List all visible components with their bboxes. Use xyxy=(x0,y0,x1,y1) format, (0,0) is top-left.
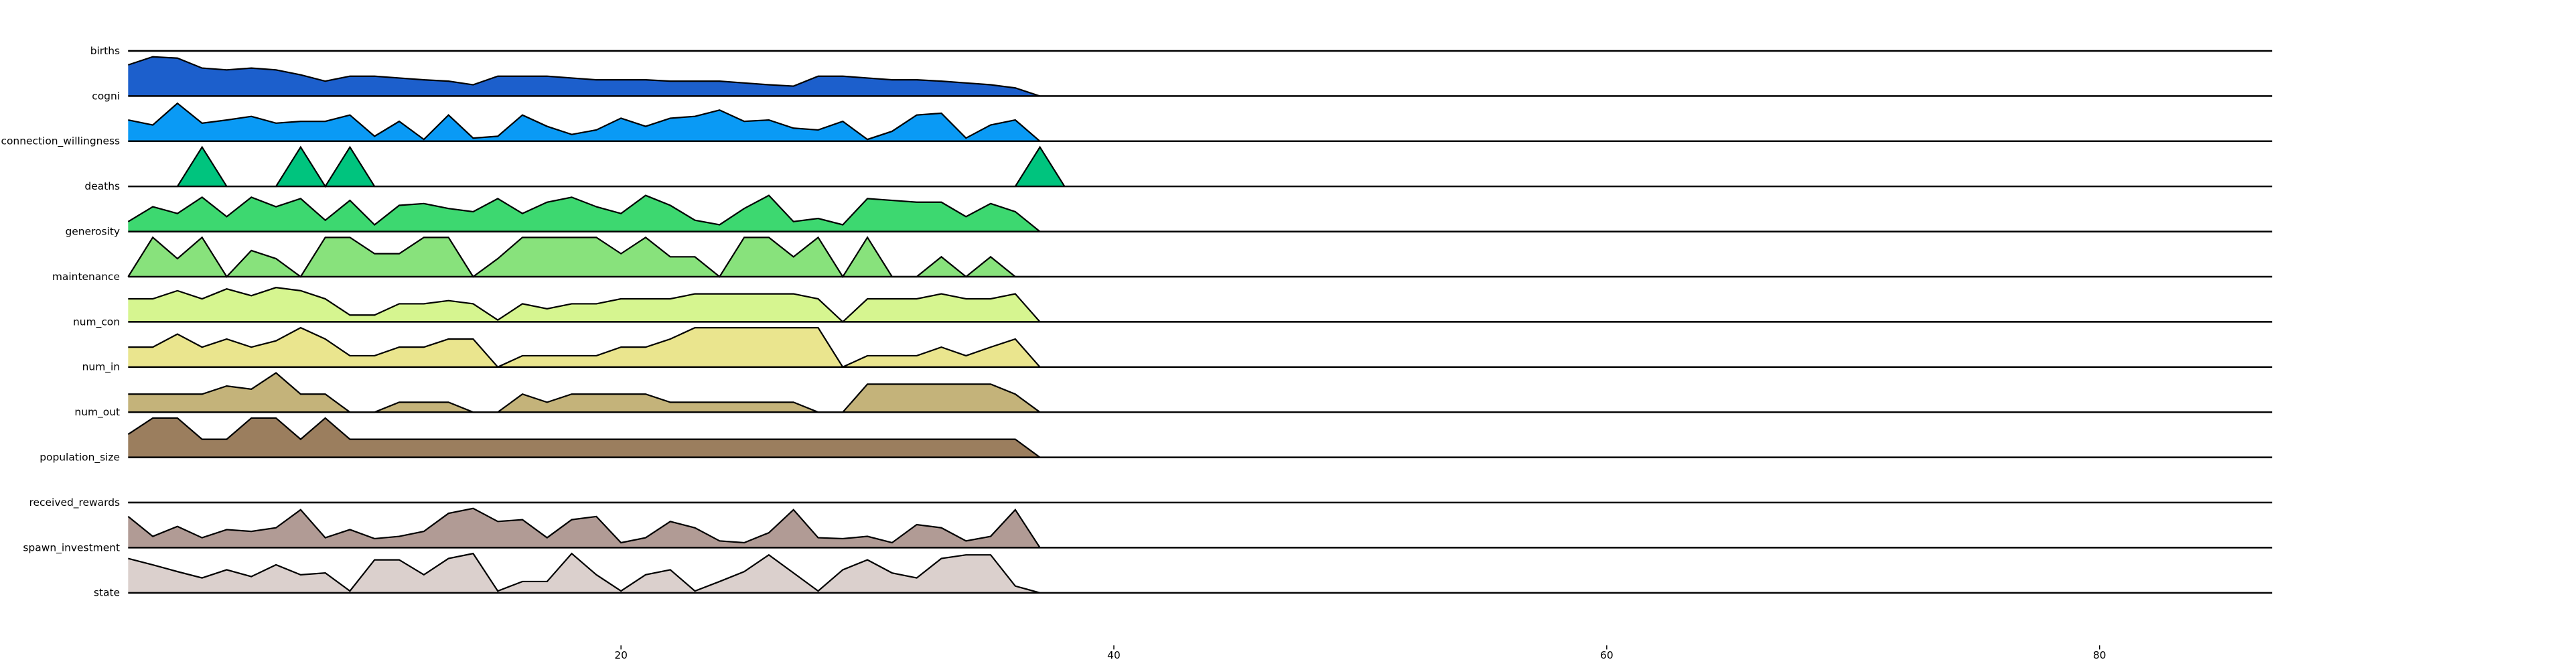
x-tick-label: 80 xyxy=(2093,649,2106,661)
row-label: population_size xyxy=(40,452,120,464)
row-label: spawn_investment xyxy=(23,541,120,554)
row-label: num_con xyxy=(73,316,120,328)
ridge-fill xyxy=(128,195,1040,232)
row-label: cogni xyxy=(92,90,120,102)
row-label: generosity xyxy=(65,225,120,237)
ridge-line xyxy=(128,145,1066,188)
ridge-fill xyxy=(128,237,1040,277)
ridge-line xyxy=(128,287,1041,323)
row-label: connection_willingness xyxy=(1,135,120,148)
ridge-line xyxy=(127,236,1040,279)
ridge-fill xyxy=(128,417,1040,458)
ridge-fill xyxy=(128,103,1040,141)
ridge-fill xyxy=(128,147,1065,187)
ridge-fill xyxy=(128,373,1040,413)
ridge-line xyxy=(128,372,1041,413)
row-label: num_out xyxy=(74,406,120,419)
ridge-fill xyxy=(128,56,1040,96)
ridge-fill xyxy=(128,508,1040,548)
ridge-line xyxy=(127,417,1041,458)
ridge-line xyxy=(127,194,1041,232)
ridge-line xyxy=(127,507,1041,549)
ridge-fill xyxy=(128,328,1040,367)
ridge-fill xyxy=(128,553,1040,593)
ridge-line xyxy=(128,326,1041,368)
x-tick-label: 20 xyxy=(614,649,628,661)
ridge-line xyxy=(127,56,1040,97)
row-label: births xyxy=(90,45,120,57)
ridge-fill xyxy=(128,287,1040,322)
ridge-line xyxy=(128,102,1041,142)
row-label: state xyxy=(94,587,120,599)
row-label: maintenance xyxy=(52,271,120,283)
ridge-line xyxy=(128,552,1040,594)
x-tick-label: 60 xyxy=(1600,649,1614,661)
row-label: deaths xyxy=(84,180,120,192)
row-label: received_rewards xyxy=(29,496,121,509)
x-tick-label: 40 xyxy=(1107,649,1121,661)
row-label: num_in xyxy=(82,361,120,374)
